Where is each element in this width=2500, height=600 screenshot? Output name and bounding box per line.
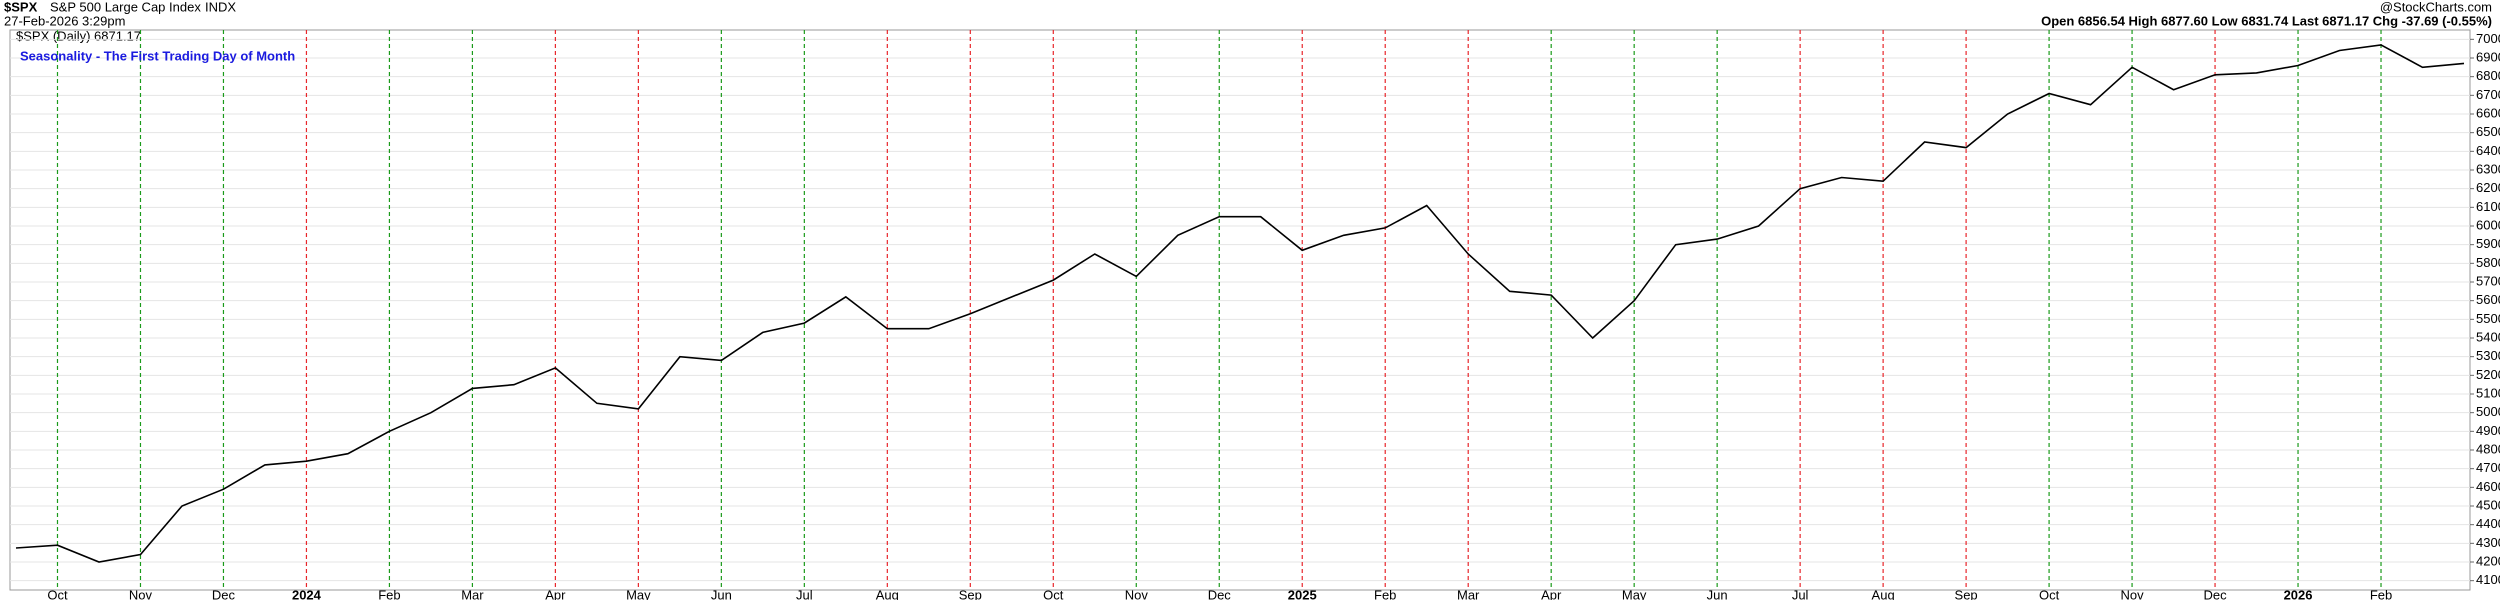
y-tick-label: 6400 (2476, 143, 2500, 158)
x-tick-label: Dec (1208, 587, 1232, 600)
y-tick-label: 5100 (2476, 385, 2500, 400)
x-tick-label: 2026 (2284, 587, 2313, 600)
y-tick-label: 5800 (2476, 255, 2500, 270)
y-tick-label: 4500 (2476, 497, 2500, 512)
x-tick-label: Aug (1872, 587, 1895, 600)
x-tick-label: Feb (2370, 587, 2392, 600)
timestamp: 27-Feb-2026 3:29pm (4, 13, 125, 28)
x-tick-label: 2024 (292, 587, 322, 600)
x-tick-label: Mar (1457, 587, 1480, 600)
y-tick-label: 4700 (2476, 460, 2500, 475)
y-tick-label: 4900 (2476, 423, 2500, 438)
x-tick-label: Dec (2203, 587, 2227, 600)
x-tick-label: May (626, 587, 651, 600)
y-tick-label: 6700 (2476, 87, 2500, 102)
y-tick-label: 5200 (2476, 367, 2500, 382)
x-tick-label: Apr (545, 587, 566, 600)
y-tick-label: 6200 (2476, 180, 2500, 195)
y-tick-label: 5300 (2476, 348, 2500, 363)
y-tick-label: 6900 (2476, 49, 2500, 64)
y-tick-label: 4200 (2476, 553, 2500, 568)
y-tick-label: 5600 (2476, 292, 2500, 307)
x-tick-label: Sep (959, 587, 982, 600)
y-tick-label: 5700 (2476, 273, 2500, 288)
x-tick-label: Feb (378, 587, 400, 600)
x-tick-label: Dec (212, 587, 236, 600)
y-tick-label: 6100 (2476, 199, 2500, 214)
price-line (15, 44, 2465, 563)
plot-frame (9, 29, 2471, 591)
x-tick-label: Nov (1125, 587, 1149, 600)
exchange: INDX (205, 0, 236, 14)
symbol: $SPX (4, 0, 38, 14)
y-tick-label: 6500 (2476, 124, 2500, 139)
x-tick-label: Jun (711, 587, 732, 600)
y-tick-label: 6300 (2476, 161, 2500, 176)
y-tick-label: 6600 (2476, 105, 2500, 120)
x-tick-label: Jul (796, 587, 813, 600)
x-tick-label: Apr (1541, 587, 1562, 600)
x-tick-label: Nov (129, 587, 153, 600)
y-tick-label: 4800 (2476, 441, 2500, 456)
x-tick-label: Oct (1043, 587, 1064, 600)
x-tick-label: Jul (1792, 587, 1809, 600)
legend: $SPX (Daily) 6871.17 (16, 28, 141, 43)
y-tick-label: 5900 (2476, 236, 2500, 251)
x-tick-label: Mar (461, 587, 484, 600)
y-tick-label: 4100 (2476, 572, 2500, 587)
credit: @StockCharts.com (2380, 0, 2492, 14)
x-tick-label: May (1622, 587, 1647, 600)
chart-title: Seasonality - The First Trading Day of M… (20, 48, 295, 63)
quote: Open 6856.54 High 6877.60 Low 6831.74 La… (2041, 13, 2492, 28)
y-tick-label: 6000 (2476, 217, 2500, 232)
symbol-name: S&P 500 Large Cap Index (50, 0, 201, 14)
x-tick-label: Oct (47, 587, 68, 600)
y-tick-label: 5400 (2476, 329, 2500, 344)
x-tick-label: Feb (1374, 587, 1396, 600)
x-tick-label: Oct (2039, 587, 2060, 600)
y-tick-label: 5500 (2476, 311, 2500, 326)
y-tick-label: 4300 (2476, 535, 2500, 550)
x-tick-label: 2025 (1288, 587, 1317, 600)
x-tick-label: Nov (2121, 587, 2145, 600)
y-tick-label: 5000 (2476, 404, 2500, 419)
y-tick-label: 6800 (2476, 68, 2500, 83)
x-tick-label: Jun (1707, 587, 1728, 600)
y-tick-label: 4400 (2476, 516, 2500, 531)
x-tick-label: Sep (1955, 587, 1978, 600)
y-tick-label: 4600 (2476, 479, 2500, 494)
y-tick-label: 7000 (2476, 31, 2500, 46)
x-tick-label: Aug (876, 587, 899, 600)
